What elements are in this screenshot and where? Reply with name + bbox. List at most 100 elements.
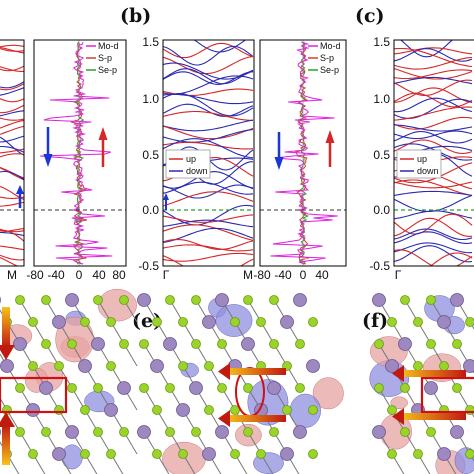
highlight-box xyxy=(420,376,474,414)
mo-atom xyxy=(137,425,151,439)
chalcogen-atom xyxy=(54,405,64,415)
band-line xyxy=(394,56,473,70)
chalcogen-atom xyxy=(426,295,436,305)
band-line xyxy=(394,106,473,121)
mo-atom xyxy=(163,337,177,351)
chalcogen-atom xyxy=(400,383,410,393)
mo-atom xyxy=(65,293,79,307)
arrow-head-icon xyxy=(0,345,15,360)
band-line xyxy=(394,47,473,68)
band-line xyxy=(163,255,254,266)
band-line xyxy=(394,179,473,196)
chalcogen-atom xyxy=(256,449,266,459)
chalcogen-atom xyxy=(374,383,384,393)
chalcogen-atom xyxy=(426,339,436,349)
polarization-arrow-icon xyxy=(2,307,10,347)
chalcogen-atom xyxy=(269,339,279,349)
band-line xyxy=(0,83,24,91)
band-line xyxy=(394,87,473,103)
band-line xyxy=(163,181,254,195)
band-line xyxy=(163,219,254,228)
mo-atom xyxy=(13,337,27,351)
band-line xyxy=(394,245,473,263)
chalcogen-atom xyxy=(400,295,410,305)
mo-atom xyxy=(280,447,294,461)
dos-lines-a xyxy=(40,40,113,266)
chalcogen-atom xyxy=(387,405,397,415)
band-line xyxy=(0,245,24,251)
chalcogen-atom xyxy=(230,405,240,415)
chalcogen-atom xyxy=(387,449,397,459)
chalcogen-atom xyxy=(80,317,90,327)
chalcogen-atom xyxy=(465,449,474,459)
chalcogen-atom xyxy=(15,295,25,305)
band-line xyxy=(394,242,473,254)
chalcogen-atom xyxy=(139,339,149,349)
chalcogen-atom xyxy=(191,295,201,305)
band-line xyxy=(394,130,473,144)
band-line xyxy=(0,46,24,54)
dos-frame-a xyxy=(33,39,127,267)
panel-label-e: (e) xyxy=(132,310,162,332)
band-lines-c xyxy=(394,40,473,266)
kpoint-m-a: M xyxy=(7,268,17,282)
charge-density-image-f xyxy=(369,293,474,474)
band-line xyxy=(394,210,473,220)
ytick-b-1: 1.0 xyxy=(142,92,159,106)
band-line xyxy=(163,252,254,262)
dos-tick-a-2: 0 xyxy=(76,268,83,282)
mo-atom xyxy=(450,425,464,439)
mo-atom xyxy=(450,293,464,307)
band-line xyxy=(163,141,254,150)
panel-label-f: (f) xyxy=(362,310,388,332)
arrow-head-icon xyxy=(392,365,404,382)
band-legend-c: up down xyxy=(396,149,442,179)
mo-atom xyxy=(39,381,53,395)
band-line xyxy=(394,139,473,155)
band-line xyxy=(394,97,473,113)
mo-atom xyxy=(150,359,164,373)
mo-atom xyxy=(0,296,1,304)
arrow-head-icon xyxy=(218,363,230,380)
chalcogen-atom xyxy=(243,383,253,393)
dos-line-mo_d xyxy=(40,41,113,265)
band-line xyxy=(394,124,473,132)
chalcogen-atom xyxy=(119,339,129,349)
chalcogen-atom xyxy=(295,339,305,349)
chalcogen-atom xyxy=(106,449,116,459)
dos-tick-b-2: 0 xyxy=(300,268,307,282)
chalcogen-atom xyxy=(54,361,64,371)
band-line xyxy=(0,119,24,129)
chalcogen-atom xyxy=(269,427,279,437)
chalcogen-atom xyxy=(41,427,51,437)
band-frame-a xyxy=(0,39,25,267)
band-lines-a xyxy=(0,44,24,266)
legend-se-p: Se-p xyxy=(98,65,117,75)
chalcogen-atom xyxy=(93,427,103,437)
chalcogen-atom xyxy=(152,405,162,415)
spin-up-arrow-icon xyxy=(98,127,108,167)
chalcogen-atom xyxy=(413,361,423,371)
chalcogen-atom xyxy=(28,361,38,371)
ytick-c-1: 1.0 xyxy=(373,92,390,106)
dos-legend-a: Mo-d S-p Se-p xyxy=(86,41,119,75)
arrow-head-icon xyxy=(0,412,15,427)
ytick-b-2: 0.5 xyxy=(142,148,159,162)
band-line xyxy=(0,231,24,237)
chalcogen-atom xyxy=(178,317,188,327)
spin-down-arrow-icon-b xyxy=(274,132,284,170)
polarization-arrow-icon xyxy=(226,415,286,422)
band-line xyxy=(163,93,254,105)
charge-lobe xyxy=(390,396,408,410)
band-line xyxy=(0,254,24,261)
band-line xyxy=(394,162,473,184)
dos-tick-a-3: 40 xyxy=(92,268,106,282)
dos-tick-a-4: 80 xyxy=(112,268,126,282)
band-line xyxy=(0,136,24,156)
mo-atom xyxy=(372,425,386,439)
mo-atom xyxy=(267,381,281,395)
mo-atom xyxy=(202,315,216,329)
mo-atom xyxy=(176,403,190,417)
legend-down-b: down xyxy=(186,166,208,176)
